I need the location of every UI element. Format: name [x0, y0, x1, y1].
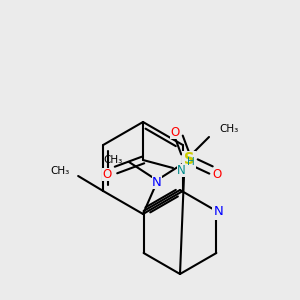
- Text: CH₃: CH₃: [50, 166, 69, 176]
- Text: CH₃: CH₃: [104, 155, 123, 165]
- Text: N: N: [177, 164, 185, 176]
- Text: O: O: [170, 125, 180, 139]
- Text: CH₃: CH₃: [219, 124, 238, 134]
- Text: N: N: [152, 176, 162, 188]
- Text: O: O: [102, 167, 112, 181]
- Text: O: O: [212, 167, 222, 181]
- Text: N: N: [214, 206, 223, 218]
- Text: H: H: [187, 157, 195, 167]
- Text: S: S: [184, 152, 194, 167]
